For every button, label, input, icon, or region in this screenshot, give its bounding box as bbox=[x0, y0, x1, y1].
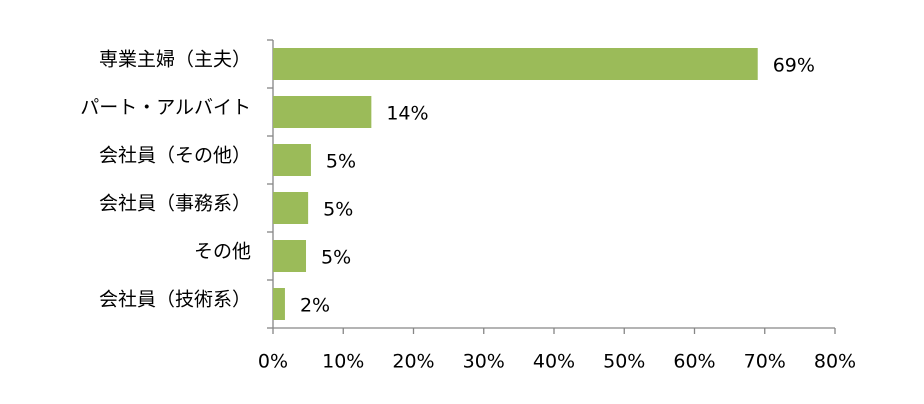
x-tick-label: 70% bbox=[744, 351, 786, 373]
bar bbox=[273, 144, 311, 176]
data-label: 14% bbox=[386, 103, 428, 125]
x-tick-label: 0% bbox=[258, 351, 288, 373]
data-label: 69% bbox=[773, 55, 815, 77]
y-tick-label: 専業主婦（主夫） bbox=[99, 49, 251, 71]
y-tick-label: 会社員（事務系） bbox=[99, 193, 251, 215]
bar bbox=[273, 96, 372, 128]
y-tick-label: パート・アルバイト bbox=[80, 97, 251, 119]
x-tick-label: 20% bbox=[392, 351, 434, 373]
bar bbox=[273, 192, 309, 224]
x-tick-label: 50% bbox=[603, 351, 645, 373]
data-label: 2% bbox=[300, 295, 330, 317]
bar bbox=[273, 48, 758, 80]
x-tick-label: 40% bbox=[533, 351, 575, 373]
bar bbox=[273, 288, 285, 320]
x-tick-label: 10% bbox=[322, 351, 364, 373]
x-tick-label: 30% bbox=[463, 351, 505, 373]
bar bbox=[273, 240, 307, 272]
data-label: 5% bbox=[321, 247, 351, 269]
y-tick-label: 会社員（技術系） bbox=[99, 289, 251, 311]
x-tick-label: 60% bbox=[673, 351, 715, 373]
y-tick-label: その他 bbox=[194, 241, 251, 263]
data-label: 5% bbox=[323, 199, 353, 221]
x-tick-label: 80% bbox=[814, 351, 856, 373]
data-label: 5% bbox=[326, 151, 356, 173]
y-tick-label: 会社員（その他） bbox=[99, 145, 251, 167]
